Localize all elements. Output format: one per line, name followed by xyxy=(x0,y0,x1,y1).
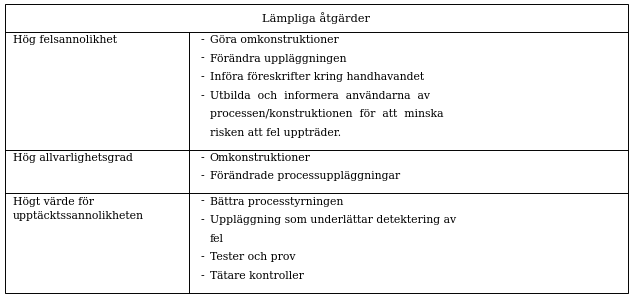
Text: -: - xyxy=(200,91,204,101)
Text: Uppläggning som underlättar detektering av: Uppläggning som underlättar detektering … xyxy=(210,215,456,225)
Text: -: - xyxy=(200,53,204,64)
Text: -: - xyxy=(200,215,204,225)
Text: Tätare kontroller: Tätare kontroller xyxy=(210,271,304,281)
Text: processen/konstruktionen  för  att  minska: processen/konstruktionen för att minska xyxy=(210,109,443,119)
Text: -: - xyxy=(200,197,204,206)
Text: -: - xyxy=(200,153,204,163)
Text: Hög allvarlighetsgrad: Hög allvarlighetsgrad xyxy=(13,153,132,163)
Text: Göra omkonstruktioner: Göra omkonstruktioner xyxy=(210,35,339,45)
Text: -: - xyxy=(200,35,204,45)
Text: Förändrade processuppläggningar: Förändrade processuppläggningar xyxy=(210,171,400,181)
Text: Hög felsannolikhet: Hög felsannolikhet xyxy=(13,35,116,45)
Text: Utbilda  och  informera  användarna  av: Utbilda och informera användarna av xyxy=(210,91,430,101)
Text: Förändra uppläggningen: Förändra uppläggningen xyxy=(210,53,346,64)
Text: -: - xyxy=(200,72,204,82)
Text: -: - xyxy=(200,252,204,262)
Text: fel: fel xyxy=(210,234,223,244)
Text: Införa föreskrifter kring handhavandet: Införa föreskrifter kring handhavandet xyxy=(210,72,424,82)
Text: -: - xyxy=(200,171,204,181)
Text: Tester och prov: Tester och prov xyxy=(210,252,295,262)
Text: Högt värde för
upptäcktssannolikheten: Högt värde för upptäcktssannolikheten xyxy=(13,197,144,221)
Text: Bättra processtyrningen: Bättra processtyrningen xyxy=(210,197,343,206)
Text: risken att fel uppträder.: risken att fel uppträder. xyxy=(210,128,341,138)
Text: Omkonstruktioner: Omkonstruktioner xyxy=(210,153,311,163)
Text: Lämpliga åtgärder: Lämpliga åtgärder xyxy=(263,12,370,24)
Text: -: - xyxy=(200,271,204,281)
